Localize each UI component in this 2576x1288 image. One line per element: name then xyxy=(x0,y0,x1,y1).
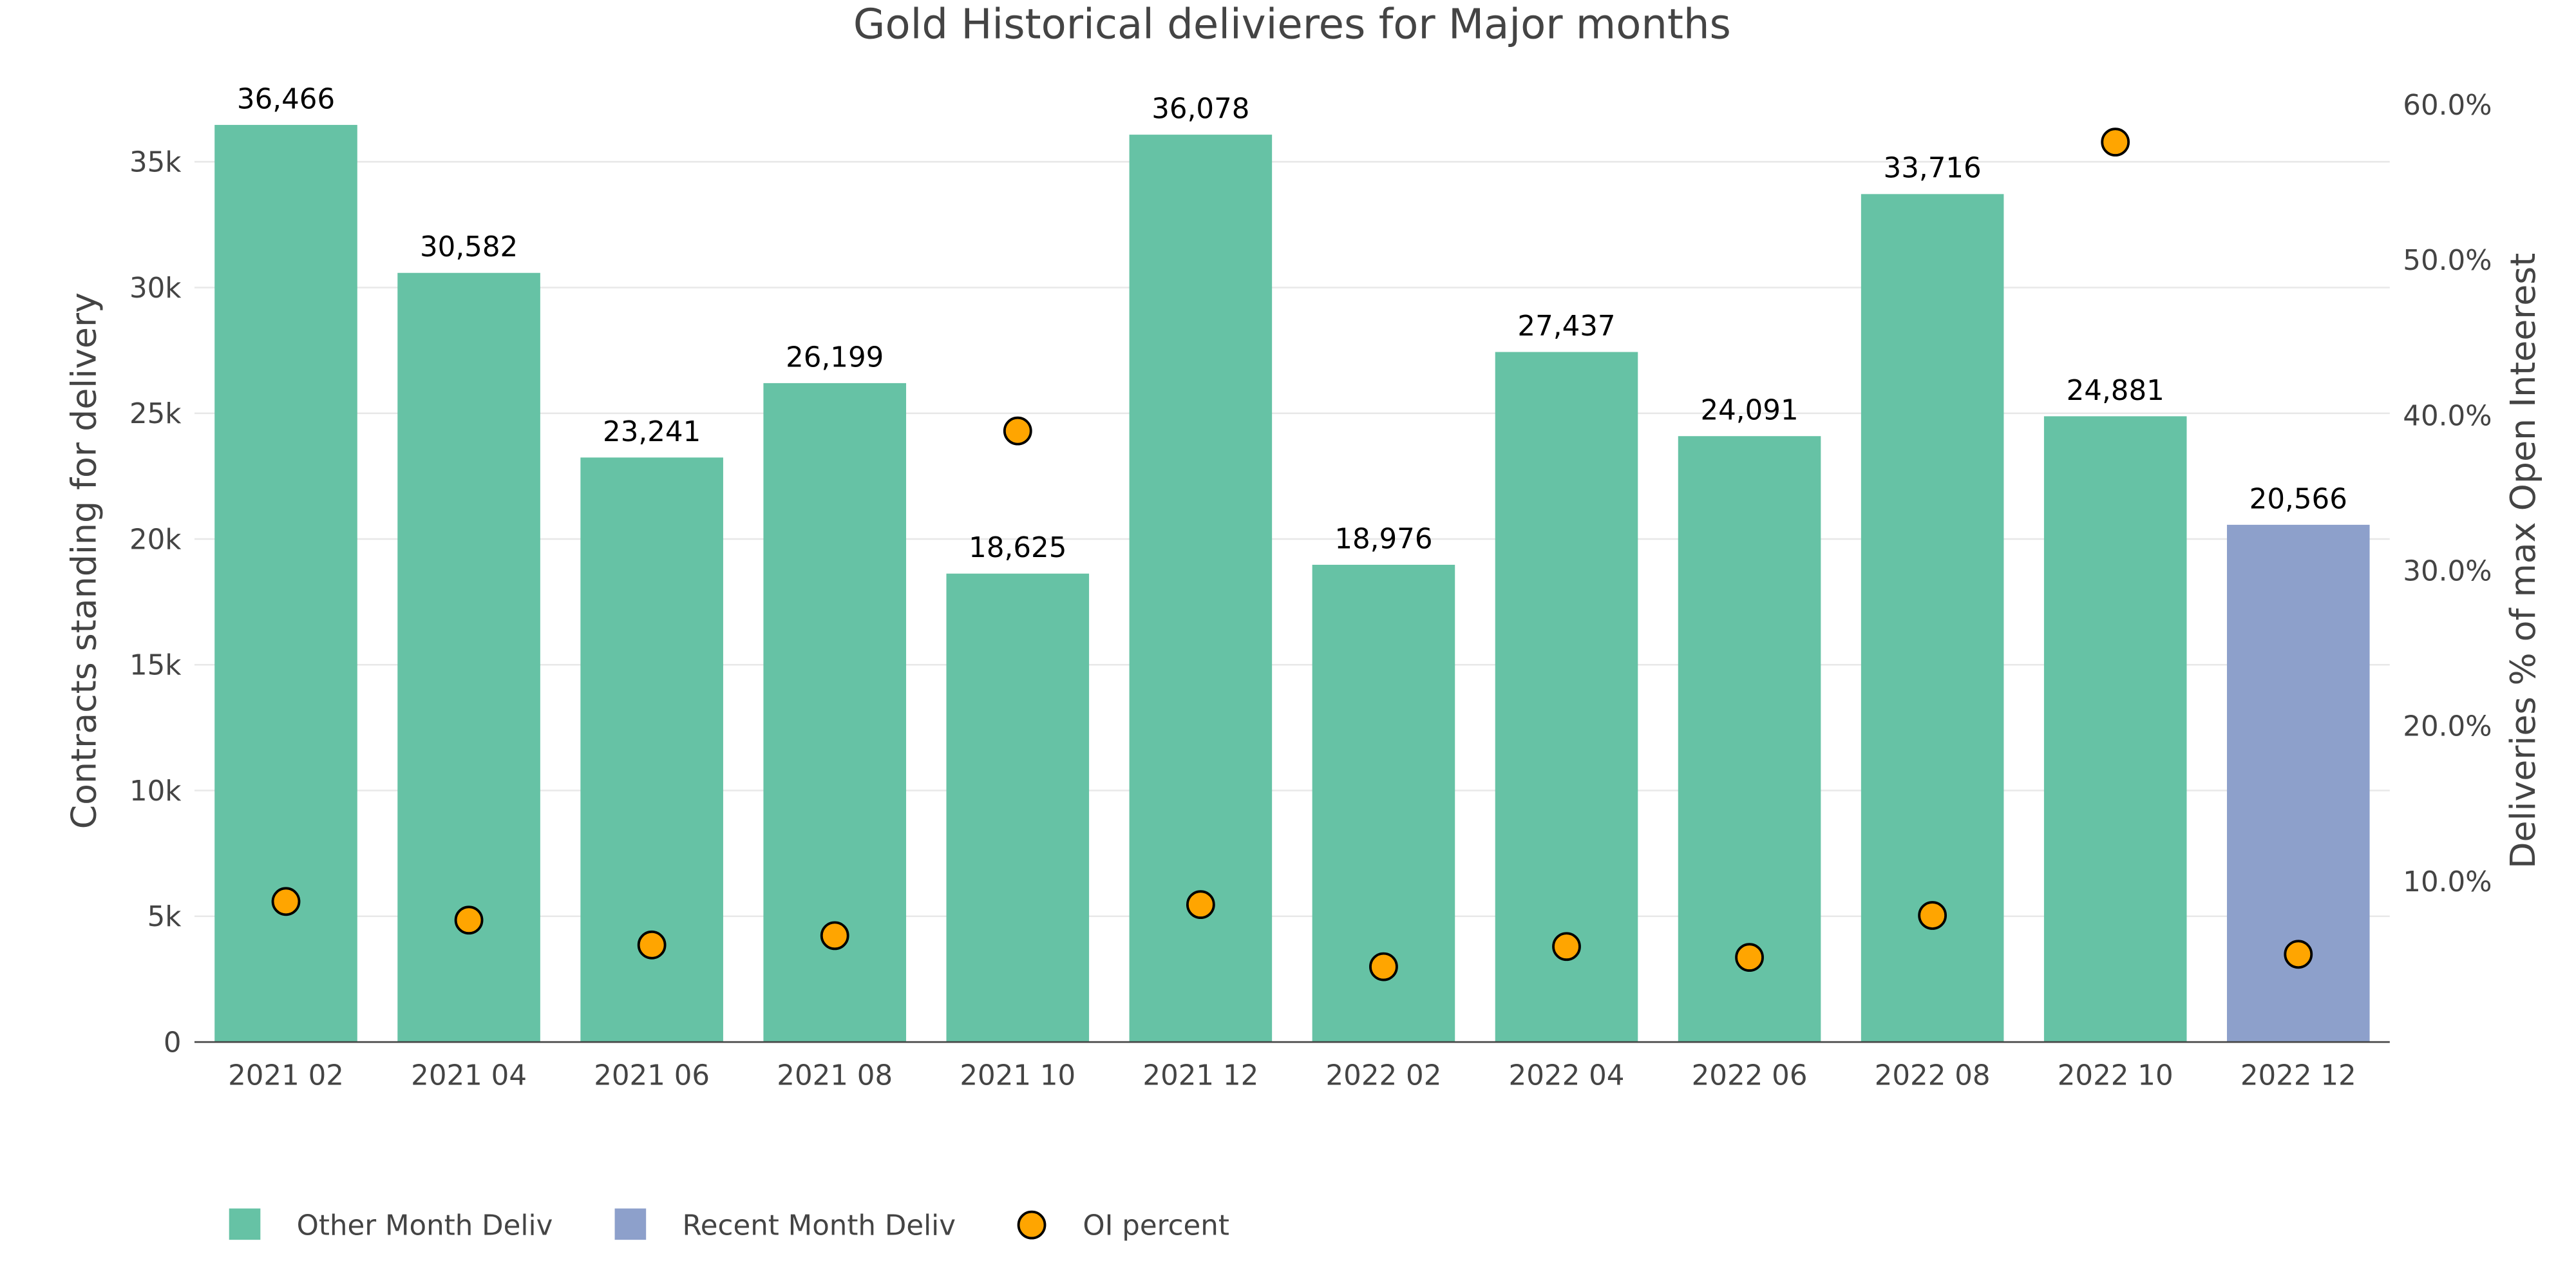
legend-label-recent[interactable]: Recent Month Deliv xyxy=(683,1209,956,1242)
y-tick-label: 20k xyxy=(129,524,182,556)
bar-data-label: 33,716 xyxy=(1884,153,1982,185)
y-tick-label: 5k xyxy=(147,901,182,933)
oi-point xyxy=(1369,952,1398,981)
y-axis-ticks: 0 5k 10k 15k 20k 25k 30k 35k xyxy=(129,147,182,1059)
x-tick-label: 2021 04 xyxy=(411,1060,527,1092)
bar-other xyxy=(2043,416,2187,1043)
oi-point xyxy=(1735,943,1764,972)
x-tick-label: 2022 10 xyxy=(2058,1060,2174,1092)
legend[interactable]: Other Month Deliv Recent Month Deliv OI … xyxy=(229,1208,1229,1242)
x-tick-label: 2021 10 xyxy=(960,1060,1075,1092)
oi-point xyxy=(820,921,849,951)
oi-point xyxy=(271,887,301,916)
legend-label-oi[interactable]: OI percent xyxy=(1083,1209,1229,1242)
x-tick-label: 2021 06 xyxy=(594,1060,710,1092)
bar-other xyxy=(1495,352,1638,1043)
y2-tick-label: 20.0% xyxy=(2403,711,2492,743)
x-tick-label: 2021 02 xyxy=(228,1060,344,1092)
y2-tick-label: 10.0% xyxy=(2403,866,2492,898)
bar-data-label: 24,091 xyxy=(1700,395,1798,427)
y-tick-label: 25k xyxy=(129,398,182,430)
x-tick-label: 2022 08 xyxy=(1875,1060,1991,1092)
oi-point xyxy=(1552,932,1581,961)
oi-point xyxy=(2101,128,2130,157)
gridlines xyxy=(194,160,2390,918)
oi-point xyxy=(1003,416,1032,446)
legend-marker-oi xyxy=(1017,1210,1046,1240)
bars: 36,466 30,582 23,241 26,199 18,625 36,078 18,9… xyxy=(214,83,2370,1043)
oi-point xyxy=(1186,890,1215,920)
y2-tick-label: 50.0% xyxy=(2403,245,2492,277)
bar-data-label: 18,625 xyxy=(969,532,1066,564)
y2-axis-title: Deliveries % of max Open Inteerest xyxy=(2503,253,2543,869)
bar-data-label: 36,466 xyxy=(237,83,335,115)
oi-points xyxy=(271,128,2313,981)
legend-label-other[interactable]: Other Month Deliv xyxy=(297,1209,553,1242)
bar-data-label: 27,437 xyxy=(1517,310,1615,343)
bar-data-label: 36,078 xyxy=(1151,93,1249,126)
y2-tick-label: 40.0% xyxy=(2403,400,2492,432)
oi-point xyxy=(2284,940,2313,969)
bar-data-label: 18,976 xyxy=(1334,523,1432,555)
y-tick-label: 10k xyxy=(129,775,182,808)
oi-point xyxy=(454,905,484,935)
y2-tick-label: 30.0% xyxy=(2403,556,2492,588)
x-tick-label: 2022 06 xyxy=(1692,1060,1808,1092)
x-tick-label: 2022 12 xyxy=(2240,1060,2356,1092)
bar-data-label: 23,241 xyxy=(603,416,701,448)
bar-data-label: 26,199 xyxy=(786,341,884,374)
x-tick-label: 2022 04 xyxy=(1509,1060,1625,1092)
bar-data-label: 30,582 xyxy=(420,231,518,263)
x-tick-label: 2021 08 xyxy=(777,1060,893,1092)
x-tick-label: 2022 02 xyxy=(1325,1060,1441,1092)
legend-swatch-other xyxy=(229,1208,261,1240)
x-axis-ticks: 2021 02 2021 04 2021 06 2021 08 2021 10 2021 … xyxy=(228,1060,2356,1092)
bar-other xyxy=(946,573,1090,1043)
y-tick-label: 30k xyxy=(129,272,182,305)
bar-data-label: 20,566 xyxy=(2249,483,2347,515)
oi-point xyxy=(637,930,667,960)
y2-tick-label: 60.0% xyxy=(2403,90,2492,122)
y-axis-title: Contracts standing for delivery xyxy=(63,292,104,829)
bar-data-label: 24,881 xyxy=(2067,375,2164,407)
bar-other xyxy=(1861,194,2004,1043)
legend-swatch-recent xyxy=(614,1208,647,1240)
bar-other xyxy=(1678,436,1821,1043)
y-tick-label: 15k xyxy=(129,650,182,682)
y-tick-label: 35k xyxy=(129,147,182,179)
y-tick-label: 0 xyxy=(164,1027,182,1059)
x-tick-label: 2021 12 xyxy=(1142,1060,1258,1092)
y2-axis-ticks: 10.0% 20.0% 30.0% 40.0% 50.0% 60.0% xyxy=(2403,90,2492,898)
chart-title: Gold Historical delivieres for Major mon… xyxy=(853,1,1731,49)
oi-point xyxy=(1918,901,1947,930)
